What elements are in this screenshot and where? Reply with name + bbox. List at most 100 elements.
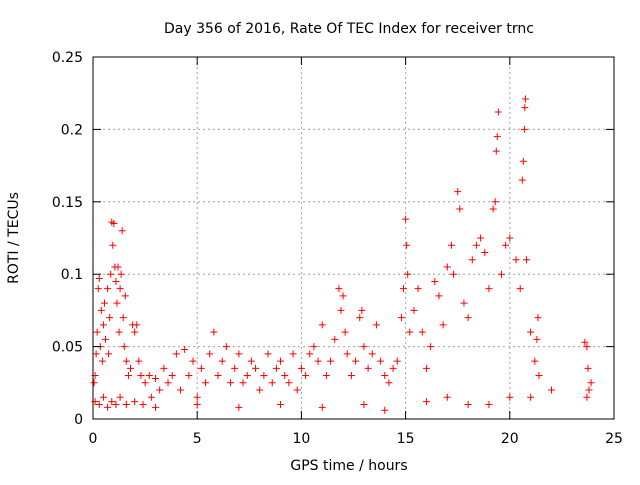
data-point <box>118 227 126 235</box>
data-point <box>447 241 455 249</box>
data-point <box>443 263 451 271</box>
data-point <box>285 379 293 387</box>
data-point <box>397 314 405 322</box>
data-point <box>107 270 115 278</box>
data-point <box>494 108 502 116</box>
data-point <box>533 335 541 343</box>
x-tick-label: 15 <box>397 431 415 447</box>
data-point <box>289 350 297 358</box>
data-point <box>491 198 499 206</box>
data-point <box>99 393 107 401</box>
y-tick-label: 0.1 <box>61 267 83 283</box>
data-point <box>256 386 264 394</box>
data-point <box>116 393 124 401</box>
data-point <box>206 350 214 358</box>
data-point <box>104 403 112 411</box>
data-point <box>385 379 393 387</box>
data-point <box>104 285 112 293</box>
data-point <box>520 125 528 133</box>
grid <box>93 57 614 419</box>
data-point <box>108 398 116 406</box>
data-point <box>97 306 105 314</box>
data-point <box>247 357 255 365</box>
data-point <box>109 241 117 249</box>
data-point <box>489 205 497 213</box>
data-point <box>364 364 372 372</box>
data-point <box>239 379 247 387</box>
data-point <box>214 372 222 380</box>
data-point <box>116 285 124 293</box>
data-point <box>93 328 101 336</box>
data-point <box>105 350 113 358</box>
data-point <box>121 292 129 300</box>
data-point <box>331 335 339 343</box>
data-point <box>164 379 172 387</box>
data-point <box>521 104 529 112</box>
data-point <box>264 350 272 358</box>
data-point <box>306 350 314 358</box>
data-point <box>472 241 480 249</box>
data-point <box>235 403 243 411</box>
data-point <box>439 321 447 329</box>
data-point <box>92 350 100 358</box>
data-point <box>185 372 193 380</box>
data-point <box>260 372 268 380</box>
data-point <box>281 372 289 380</box>
y-tick-label: 0.2 <box>61 122 83 138</box>
data-point <box>512 256 520 264</box>
data-point <box>502 241 510 249</box>
data-point <box>202 379 210 387</box>
data-point <box>381 406 389 414</box>
data-point <box>518 176 526 184</box>
data-point <box>343 350 351 358</box>
data-point <box>168 372 176 380</box>
data-point <box>341 328 349 336</box>
data-point <box>464 314 472 322</box>
data-point <box>493 133 501 141</box>
data-point <box>193 401 201 409</box>
data-point <box>99 321 107 329</box>
data-point <box>381 372 389 380</box>
data-point <box>481 248 489 256</box>
x-tick-label: 10 <box>292 431 310 447</box>
data-point <box>277 401 285 409</box>
x-tick-label: 25 <box>605 431 623 447</box>
data-point <box>393 357 401 365</box>
data-point <box>360 343 368 351</box>
data-point <box>297 364 305 372</box>
data-point <box>227 379 235 387</box>
data-point <box>147 393 155 401</box>
data-point <box>497 270 505 278</box>
data-point <box>172 350 180 358</box>
data-point <box>131 398 139 406</box>
data-point <box>181 345 189 353</box>
data-point <box>492 147 500 155</box>
y-tick-label: 0.15 <box>52 195 83 211</box>
data-point <box>98 357 106 365</box>
data-point <box>372 321 380 329</box>
data-point <box>95 275 103 283</box>
data-point <box>310 343 318 351</box>
data-point <box>506 234 514 242</box>
y-axis-title: ROTI / TECUs <box>6 192 22 284</box>
x-tick-label: 5 <box>193 431 202 447</box>
data-point <box>358 306 366 314</box>
y-tick-labels: 0 0.05 0.1 0.15 0.2 0.25 <box>52 50 83 428</box>
data-point <box>318 403 326 411</box>
data-point <box>410 306 418 314</box>
data-point <box>90 379 98 387</box>
data-point <box>314 357 322 365</box>
data-point <box>268 379 276 387</box>
data-point <box>95 401 103 409</box>
data-point <box>368 350 376 358</box>
data-point <box>583 393 591 401</box>
data-point <box>293 386 301 394</box>
data-point <box>218 357 226 365</box>
data-point <box>231 364 239 372</box>
data-point <box>485 285 493 293</box>
data-point <box>460 299 468 307</box>
y-tick-label: 0 <box>74 412 83 428</box>
data-point <box>106 314 114 322</box>
